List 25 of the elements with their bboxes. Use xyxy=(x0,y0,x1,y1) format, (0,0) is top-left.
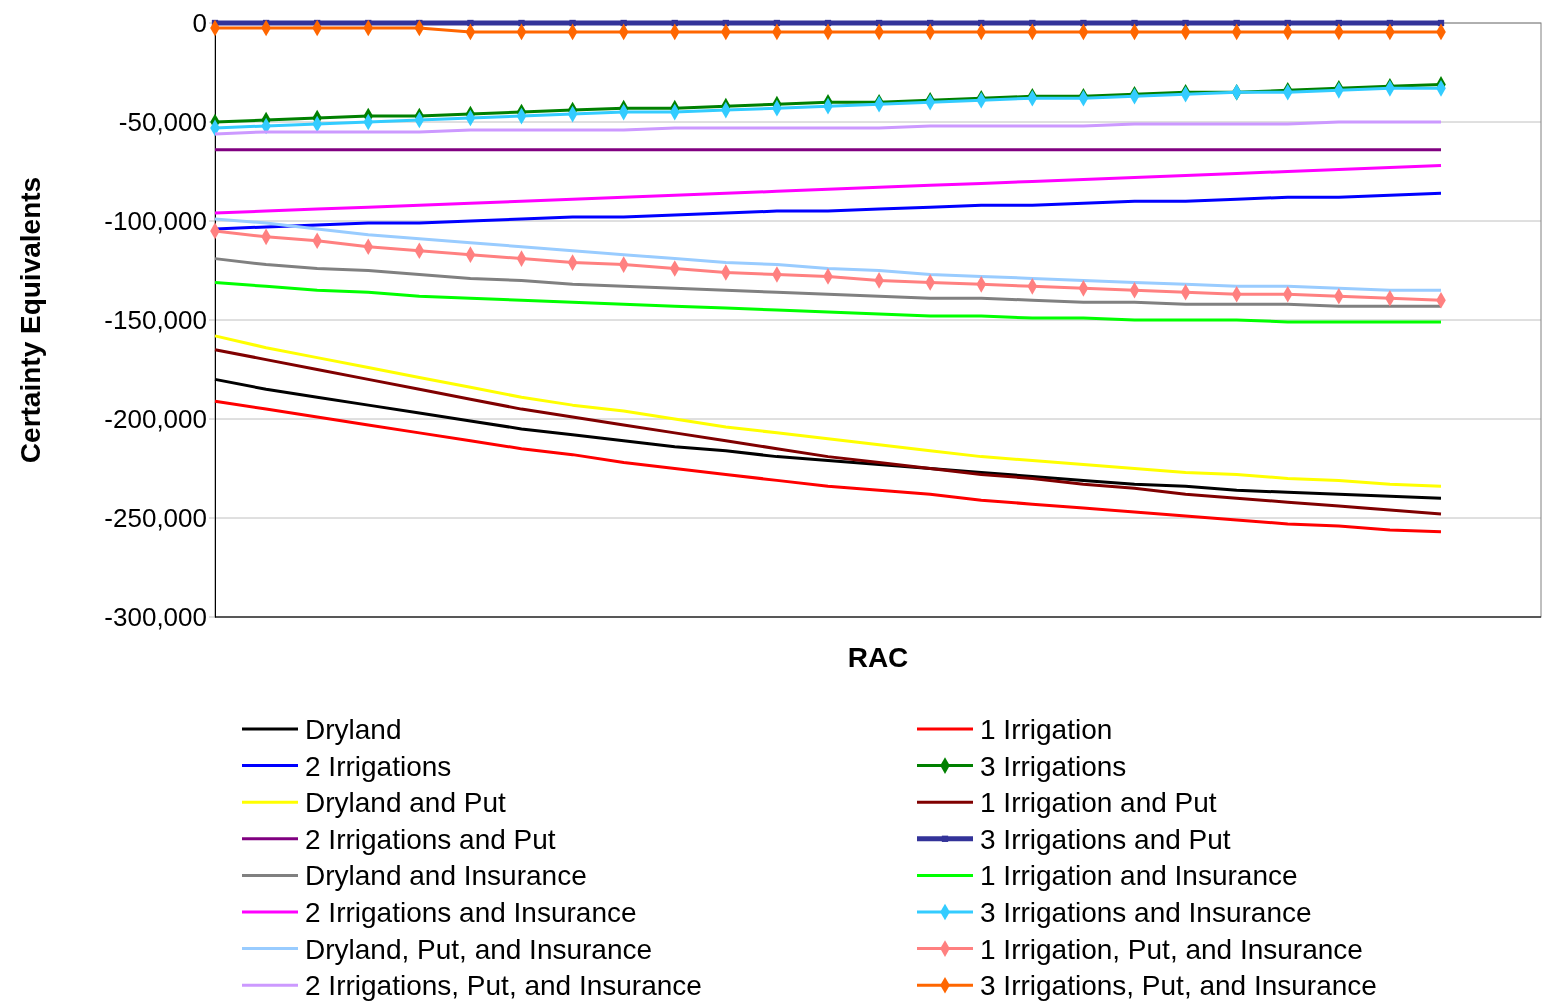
legend-label: 2 Irrigations and Put xyxy=(305,823,556,855)
legend-label: 2 Irrigations xyxy=(305,750,452,782)
y-axis-title: Certainty Equivalents xyxy=(15,176,46,464)
legend-label: 2 Irrigations and Insurance xyxy=(305,897,637,928)
legend-label: 1 Irrigation, Put, and Insurance xyxy=(980,933,1363,965)
legend-label: 1 Irrigation and Insurance xyxy=(980,860,1298,892)
legend-label: 3 Irrigations, Put, and Insurance xyxy=(980,970,1377,1002)
legend-label: Dryland and Insurance xyxy=(305,860,587,892)
y-tick-label: -250,000 xyxy=(104,502,207,533)
y-tick-label: -50,000 xyxy=(118,106,207,137)
legend-label: 3 Irrigations and Put xyxy=(980,823,1231,855)
y-tick-label: -150,000 xyxy=(104,304,207,335)
legend-label: 1 Irrigation and Put xyxy=(980,787,1217,819)
y-tick-label: 0 xyxy=(192,7,207,38)
legend-label: Dryland xyxy=(305,714,402,745)
legend-label: 3 Irrigations xyxy=(980,750,1127,782)
legend-label: 1 Irrigation xyxy=(980,714,1113,745)
legend-label: 3 Irrigations and Insurance xyxy=(980,897,1312,928)
y-tick-label: -300,000 xyxy=(104,601,207,632)
legend-label: 2 Irrigations, Put, and Insurance xyxy=(305,970,702,1002)
x-axis-title: RAC xyxy=(847,642,909,673)
y-tick-label: -100,000 xyxy=(104,205,207,236)
legend-label: Dryland, Put, and Insurance xyxy=(305,933,653,965)
legend-label: Dryland and Put xyxy=(305,787,507,819)
y-tick-label: -200,000 xyxy=(104,403,207,434)
